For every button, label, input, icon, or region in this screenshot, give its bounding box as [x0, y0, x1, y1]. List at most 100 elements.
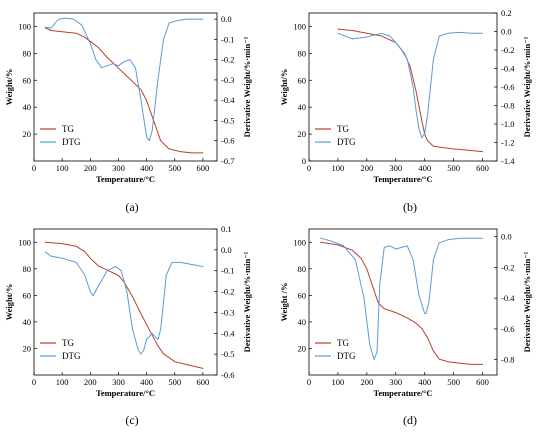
y-right-axis-label: Derivative Weight/%·min⁻¹ [242, 36, 252, 137]
x-tick-label: 0 [32, 163, 36, 173]
y-right-tick-label: 0.2 [501, 8, 512, 18]
y-right-tick-label: -0.4 [501, 293, 515, 303]
y-right-axis-label: Derivative Weight/%·min⁻¹ [522, 251, 532, 352]
x-tick-label: 100 [56, 377, 69, 387]
x-tick-label: 600 [476, 377, 489, 387]
x-tick-label: 200 [360, 377, 373, 387]
y-right-tick-label: -0.5 [221, 349, 234, 359]
legend-label-dtg: DTG [62, 137, 81, 147]
chart-panel-d: 0 100 200 300 400 500 600 20 40 60 80 100 0.0 -0.2 -0.… [279, 228, 532, 427]
y-right-tick-label: -1.0 [501, 119, 514, 129]
series-dtg-line [44, 251, 204, 355]
x-tick-label: 200 [360, 163, 373, 173]
y-right-axis-label: Derivative Weight/%·min⁻¹ [522, 36, 532, 137]
x-tick-label: 100 [56, 163, 69, 173]
y-right-tick-label: -0.3 [221, 75, 234, 85]
legend-label-dtg: DTG [62, 351, 81, 361]
panel-label: (a) [125, 200, 138, 214]
panel-label: (d) [403, 413, 417, 427]
y-left-tick-label: 20 [298, 129, 307, 139]
y-right-tick-label: -0.3 [221, 307, 234, 317]
x-tick-label: 300 [389, 163, 402, 173]
chart-panel-b: 0 100 200 300 400 500 600 0 20 40 60 80 100 0.2 0.0 -0.… [279, 8, 532, 214]
y-left-tick-label: 40 [298, 102, 307, 112]
panel-label: (b) [403, 200, 417, 214]
series-dtg-line [44, 17, 204, 142]
y-left-tick-label: 20 [23, 129, 32, 139]
x-tick-label: 200 [84, 163, 97, 173]
y-right-tick-label: -0.8 [501, 355, 514, 365]
y-left-tick-label: 80 [298, 48, 307, 58]
y-right-tick-label: 0.0 [221, 14, 232, 24]
y-right-tick-label: -0.2 [221, 55, 234, 65]
y-left-tick-label: 60 [298, 290, 307, 300]
y-left-tick-label: 60 [298, 75, 307, 85]
x-tick-label: 400 [418, 163, 431, 173]
x-axis-label: Temperature/°C [96, 174, 155, 184]
plot-frame [33, 12, 218, 162]
legend-label-dtg: DTG [337, 351, 356, 361]
y-right-tick-label: -0.2 [221, 287, 234, 297]
x-axis-label: Temperature/°C [96, 388, 155, 398]
y-left-axis-label: Weight/% [279, 69, 289, 106]
y-right-tick-label: -0.4 [221, 95, 235, 105]
y-right-axis-label: Derivative Weight/%·min⁻¹ [242, 251, 252, 352]
y-right-tick-label: 0.1 [221, 224, 232, 234]
y-right-tick-label: -0.6 [501, 82, 514, 92]
series-dtg-line [337, 31, 483, 139]
y-left-tick-label: 0 [302, 156, 306, 166]
legend-label-tg: TG [62, 124, 74, 134]
y-right-tick-label: -1.4 [501, 156, 515, 166]
x-tick-label: 200 [84, 377, 97, 387]
series-dtg-line [320, 237, 483, 361]
y-right-tick-label: 0.0 [501, 232, 512, 242]
x-tick-label: 0 [307, 377, 311, 387]
y-right-tick-label: -0.7 [221, 156, 234, 166]
legend-label-tg: TG [337, 338, 349, 348]
x-axis-label: Temperature/°C [373, 388, 432, 398]
legend-label-dtg: DTG [337, 137, 356, 147]
y-left-tick-label: 100 [293, 237, 306, 247]
y-right-tick-label: -0.2 [501, 45, 514, 55]
x-tick-label: 500 [447, 377, 460, 387]
legend-label-tg: TG [337, 124, 349, 134]
plot-frame [308, 228, 498, 376]
y-left-tick-label: 80 [23, 264, 32, 274]
chart-panel-c: 0 100 200 300 400 500 600 20 40 60 80 100 0.1 0.0 -0.1… [4, 224, 252, 427]
y-left-tick-label: 80 [23, 48, 32, 58]
series-tg-line [44, 27, 204, 154]
x-axis-label: Temperature/°C [373, 174, 432, 184]
y-left-tick-label: 100 [18, 237, 31, 247]
y-right-tick-label: -0.1 [221, 34, 234, 44]
x-tick-label: 300 [112, 377, 125, 387]
y-left-tick-label: 60 [23, 290, 32, 300]
x-tick-label: 300 [389, 377, 402, 387]
x-tick-label: 400 [140, 163, 153, 173]
y-left-tick-label: 20 [298, 343, 307, 353]
y-left-axis-label: Weight/% [4, 284, 14, 321]
plot-frame [33, 228, 218, 376]
x-tick-label: 0 [307, 163, 311, 173]
y-left-tick-label: 40 [23, 102, 32, 112]
x-tick-label: 400 [140, 377, 153, 387]
x-tick-label: 400 [418, 377, 431, 387]
y-right-tick-label: -0.2 [501, 262, 514, 272]
y-right-tick-label: -0.6 [501, 324, 514, 334]
x-tick-label: 300 [112, 163, 125, 173]
y-left-axis-label: Weight /% [279, 283, 289, 322]
y-right-tick-label: -0.1 [221, 266, 234, 276]
y-right-tick-label: -0.4 [501, 64, 515, 74]
y-left-tick-label: 80 [298, 264, 307, 274]
x-tick-label: 500 [168, 377, 181, 387]
x-tick-label: 0 [32, 377, 36, 387]
x-tick-label: 100 [332, 163, 345, 173]
y-left-tick-label: 100 [18, 21, 31, 31]
y-right-tick-label: -0.8 [501, 101, 514, 111]
x-tick-label: 600 [476, 163, 489, 173]
chart-panel-a: 0 100 200 300 400 500 600 20 40 60 80 100 0.0 -0.1 -0.… [4, 12, 252, 214]
x-tick-label: 600 [197, 163, 210, 173]
y-right-tick-label: -1.2 [501, 138, 514, 148]
y-right-tick-label: -0.6 [221, 370, 234, 380]
series-tg-line [337, 28, 483, 153]
